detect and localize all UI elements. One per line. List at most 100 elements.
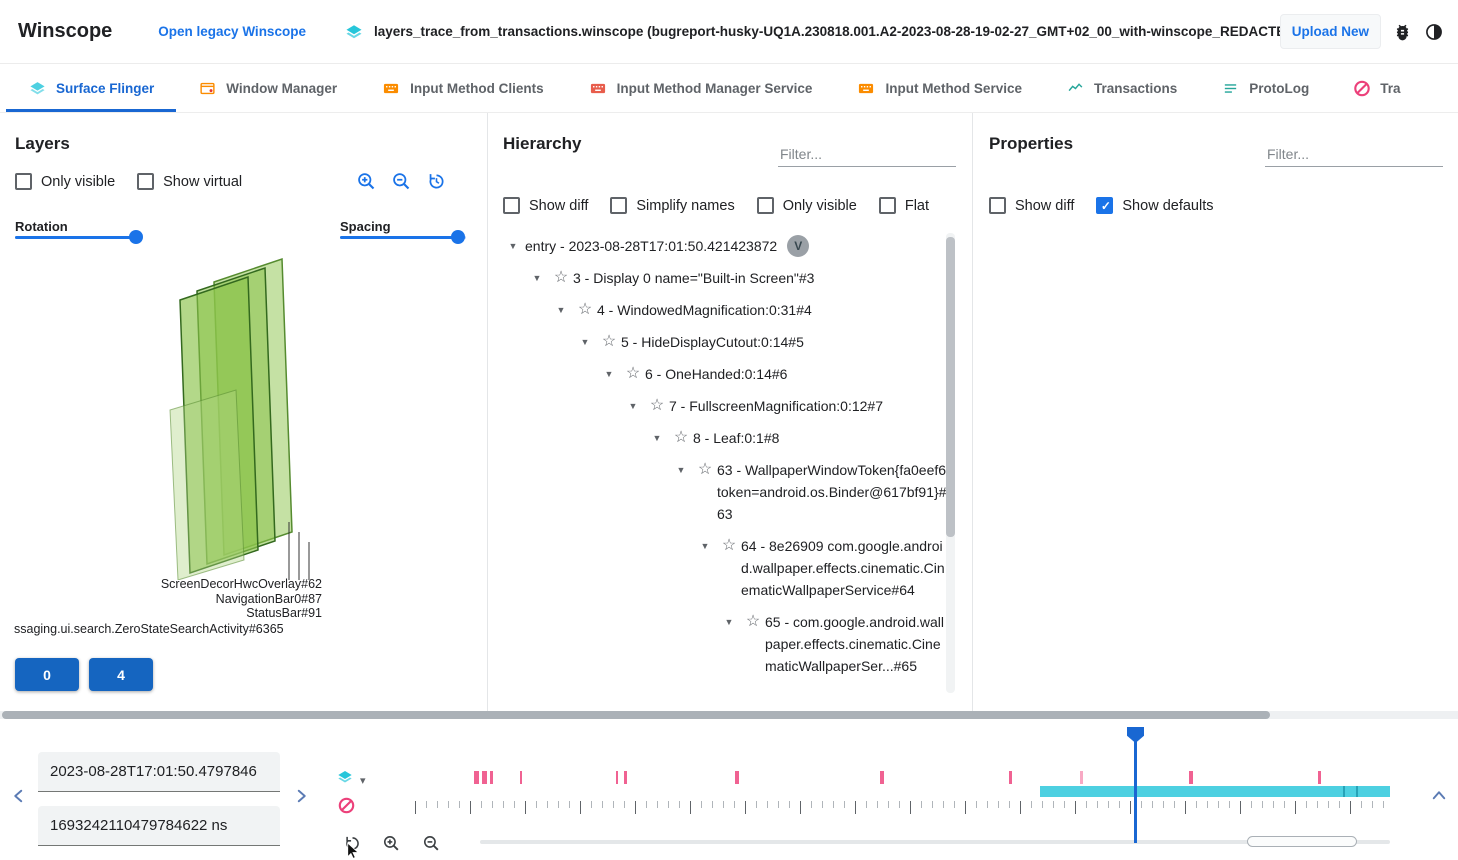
chevron-down-icon[interactable]: ▼ <box>676 465 686 475</box>
transaction-marker[interactable] <box>1189 771 1193 784</box>
star-icon[interactable]: ☆ <box>649 397 665 414</box>
reset-view-icon[interactable] <box>426 171 447 192</box>
checkbox-show-diff[interactable]: Show diff <box>503 197 588 214</box>
transaction-marker[interactable] <box>490 771 493 784</box>
tree-node[interactable]: ▼ ☆ 5 - HideDisplayCutout:0:14#5 <box>495 326 947 358</box>
sf-trace-band[interactable] <box>1040 786 1390 797</box>
tree-node[interactable]: ▼ ☆ 6 - OneHanded:0:14#6 <box>495 358 947 390</box>
tab-surface-flinger[interactable]: Surface Flinger <box>6 64 176 112</box>
zoom-in-icon[interactable] <box>356 171 377 192</box>
tree-node[interactable]: ▼ ☆ 7 - FullscreenMagnification:0:12#7 <box>495 390 947 422</box>
timeline-zoom-thumb[interactable] <box>1247 836 1357 847</box>
tree-node[interactable]: ▼ ☆ 4 - WindowedMagnification:0:31#4 <box>495 294 947 326</box>
zoom-out-icon[interactable] <box>422 834 441 853</box>
transactions-trace-icon[interactable] <box>338 797 355 814</box>
transaction-marker[interactable] <box>520 771 522 784</box>
spacing-slider[interactable] <box>340 236 466 239</box>
checkbox-show-diff[interactable]: Show diff <box>989 197 1074 214</box>
properties-filter-input[interactable] <box>1265 142 1443 167</box>
chevron-down-icon[interactable]: ▼ <box>580 337 590 347</box>
chevron-down-icon[interactable]: ▼ <box>724 617 734 627</box>
zoom-in-icon[interactable] <box>382 834 401 853</box>
tree-node[interactable]: ▼ ☆ 65 - com.google.android.wallpaper.effe… <box>495 606 947 682</box>
transaction-marker[interactable] <box>1009 771 1012 784</box>
display-button-0[interactable]: 0 <box>15 658 79 691</box>
tree-node[interactable]: ▼ ☆ 64 - 8e26909 com.google.android.wallpa… <box>495 530 947 606</box>
tab-protolog[interactable]: ProtoLog <box>1199 64 1331 112</box>
transaction-marker[interactable] <box>1318 771 1321 784</box>
tab-tra[interactable]: Tra <box>1331 64 1422 112</box>
checkbox-box[interactable] <box>137 173 155 190</box>
zoom-out-icon[interactable] <box>391 171 412 192</box>
star-icon[interactable]: ☆ <box>721 537 737 554</box>
transaction-marker[interactable] <box>880 771 884 784</box>
chevron-down-icon[interactable]: ▼ <box>556 305 566 315</box>
timeline-cursor[interactable] <box>1134 729 1137 843</box>
checkbox-box[interactable] <box>878 197 896 214</box>
spacing-slider-handle[interactable] <box>451 230 465 244</box>
timeline-divider-thumb[interactable] <box>2 711 1270 719</box>
open-legacy-winscope-link[interactable]: Open legacy Winscope <box>158 24 306 39</box>
transaction-marker[interactable] <box>616 771 618 784</box>
reset-zoom-icon[interactable] <box>343 834 362 853</box>
chevron-down-icon[interactable]: ▾ <box>360 775 366 787</box>
tab-input-method-service[interactable]: Input Method Service <box>834 64 1044 112</box>
chevron-down-icon[interactable]: ▼ <box>532 273 542 283</box>
star-icon[interactable]: ☆ <box>577 301 593 318</box>
tab-window-manager[interactable]: Window Manager <box>176 64 359 112</box>
star-icon[interactable]: ☆ <box>697 461 713 478</box>
surface-flinger-trace-icon[interactable] <box>336 769 354 785</box>
transaction-marker[interactable] <box>482 771 487 784</box>
chevron-down-icon[interactable]: ▼ <box>604 369 614 379</box>
checkbox-simplify-names[interactable]: Simplify names <box>610 197 735 214</box>
rotation-slider-handle[interactable] <box>129 230 143 244</box>
layers-3d-view[interactable] <box>0 250 487 580</box>
chevron-down-icon[interactable]: ▼ <box>700 541 710 551</box>
chevron-up-icon[interactable] <box>1430 787 1448 805</box>
chevron-left-icon[interactable] <box>10 787 28 805</box>
transaction-marker[interactable] <box>735 771 739 784</box>
checkbox-only-visible[interactable]: Only visible <box>756 197 857 214</box>
chevron-down-icon[interactable]: ▼ <box>652 433 662 443</box>
upload-new-button[interactable]: Upload New <box>1279 14 1381 49</box>
tree-node[interactable]: ▼ ☆ 3 - Display 0 name="Built-in Screen"#3 <box>495 262 947 294</box>
star-icon[interactable]: ☆ <box>745 613 761 630</box>
hierarchy-scrollbar[interactable] <box>946 233 955 693</box>
tab-transactions[interactable]: Transactions <box>1044 64 1199 112</box>
tree-node[interactable]: ▼ entry - 2023-08-28T17:01:50.421423872 V <box>495 230 947 262</box>
checkbox-box[interactable] <box>756 197 774 214</box>
timestamp-human-input[interactable]: 2023-08-28T17:01:50.4797846 <box>38 752 280 792</box>
dark-mode-toggle-icon[interactable] <box>1424 22 1444 42</box>
checkbox-only-visible[interactable]: Only visible <box>15 173 115 190</box>
chevron-down-icon[interactable]: ▼ <box>508 241 518 251</box>
tree-node[interactable]: ▼ ☆ 8 - Leaf:0:1#8 <box>495 422 947 454</box>
timeline-ruler[interactable] <box>415 801 1390 817</box>
checkbox-box[interactable] <box>610 197 628 214</box>
hierarchy-filter-input[interactable] <box>778 142 956 167</box>
checkbox-show-defaults[interactable]: Show defaults <box>1096 197 1213 214</box>
tab-input-method-manager-service[interactable]: Input Method Manager Service <box>566 64 835 112</box>
checkbox-box[interactable] <box>989 197 1006 214</box>
star-icon[interactable]: ☆ <box>625 365 641 382</box>
transaction-marker[interactable] <box>1080 771 1083 784</box>
tab-input-method-clients[interactable]: Input Method Clients <box>359 64 565 112</box>
timeline-zoom-track[interactable] <box>480 840 1390 844</box>
star-icon[interactable]: ☆ <box>553 269 569 286</box>
scrollbar-thumb[interactable] <box>946 237 955 537</box>
chevron-right-icon[interactable] <box>292 787 310 805</box>
checkbox-box[interactable] <box>503 197 520 214</box>
checkbox-flat[interactable]: Flat <box>878 197 929 214</box>
transaction-marker[interactable] <box>624 771 627 784</box>
chevron-down-icon[interactable]: ▼ <box>628 401 638 411</box>
timestamp-ns-input[interactable]: 1693242110479784622 ns <box>38 806 280 846</box>
bug-report-icon[interactable] <box>1393 22 1412 41</box>
transaction-marker[interactable] <box>474 771 479 784</box>
star-icon[interactable]: ☆ <box>601 333 617 350</box>
checkbox-box[interactable] <box>1096 197 1114 214</box>
rotation-slider[interactable] <box>15 236 137 239</box>
checkbox-box[interactable] <box>15 173 32 190</box>
tree-node[interactable]: ▼ ☆ 63 - WallpaperWindowToken{fa0eef6 toke… <box>495 454 947 530</box>
display-button-4[interactable]: 4 <box>89 658 153 691</box>
star-icon[interactable]: ☆ <box>673 429 689 446</box>
checkbox-show-virtual[interactable]: Show virtual <box>137 173 242 190</box>
